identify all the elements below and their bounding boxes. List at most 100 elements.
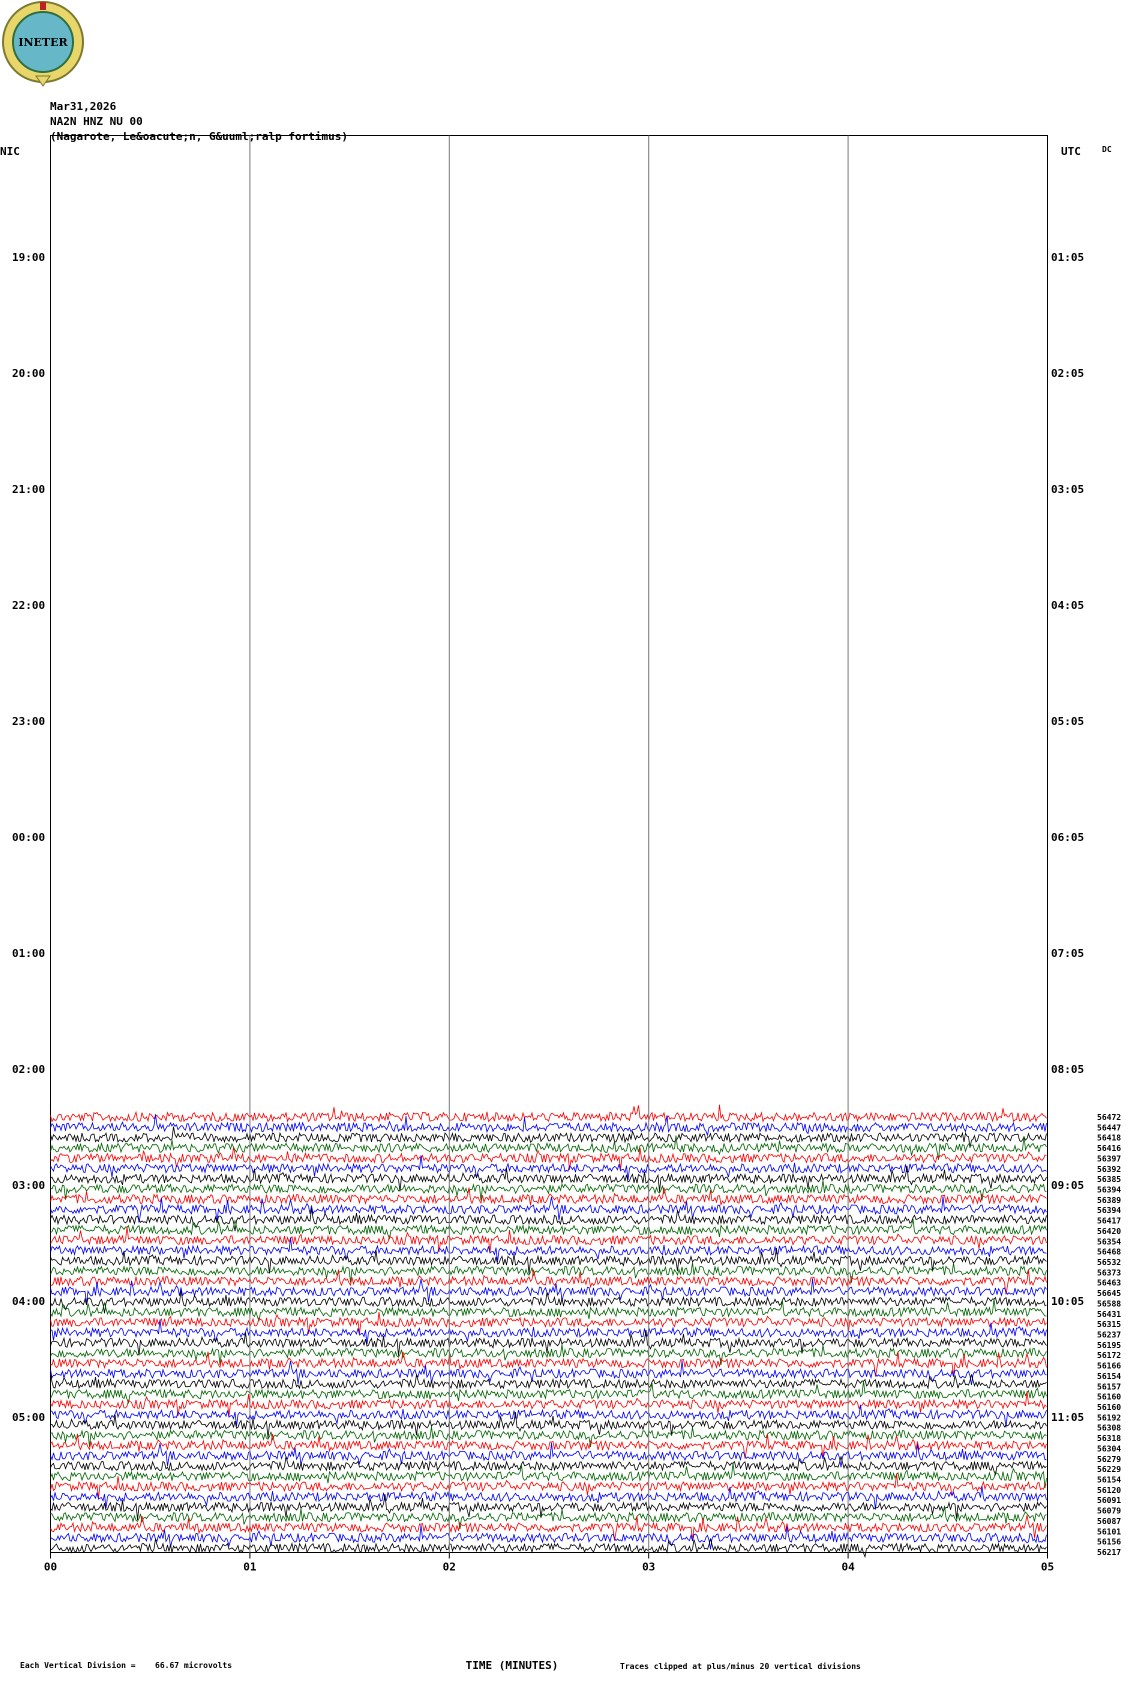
trace xyxy=(50,1237,1047,1263)
trace-label: 56160 xyxy=(1097,1393,1121,1402)
right-time: 01:05 xyxy=(1051,251,1084,264)
trace xyxy=(50,1538,1047,1559)
x-tick-label: 00 xyxy=(44,1561,57,1574)
trace xyxy=(50,1404,1047,1428)
date: Mar31,2026 xyxy=(50,100,117,113)
trace-label: 56420 xyxy=(1097,1227,1121,1236)
trace xyxy=(50,1505,1047,1530)
trace xyxy=(50,1187,1047,1207)
trace xyxy=(50,1155,1047,1181)
trace-label: 56157 xyxy=(1097,1382,1121,1391)
plot-frame xyxy=(50,135,1048,1553)
trace xyxy=(50,1196,1047,1223)
left-time: 03:00 xyxy=(12,1179,45,1192)
trace xyxy=(50,1114,1047,1137)
trace xyxy=(50,1426,1047,1447)
trace-label: 56166 xyxy=(1097,1362,1121,1371)
trace-label: 56397 xyxy=(1097,1154,1121,1163)
left-time: 00:00 xyxy=(12,831,45,844)
trace xyxy=(50,1147,1047,1170)
trace-label: 56160 xyxy=(1097,1403,1121,1412)
x-tick-label: 04 xyxy=(841,1561,855,1574)
trace xyxy=(50,1319,1047,1345)
right-time: 10:05 xyxy=(1051,1295,1084,1308)
trace xyxy=(50,1456,1047,1476)
left-time: 22:00 xyxy=(12,599,45,612)
trace-label: 56447 xyxy=(1097,1123,1121,1132)
x-tick-label: 01 xyxy=(243,1561,257,1574)
trace xyxy=(50,1372,1047,1390)
trace-label: 56431 xyxy=(1097,1310,1121,1319)
trace-label: 56079 xyxy=(1097,1507,1121,1516)
trace xyxy=(50,1278,1047,1305)
right-time: 07:05 xyxy=(1051,947,1084,960)
station: NA2N HNZ NU 00 xyxy=(50,115,143,128)
trace-label: 56394 xyxy=(1097,1206,1121,1215)
right-time: 02:05 xyxy=(1051,367,1084,380)
trace xyxy=(50,1126,1047,1148)
trace-label: 56532 xyxy=(1097,1258,1121,1267)
trace-label: 56394 xyxy=(1097,1186,1121,1195)
trace-label: 56120 xyxy=(1097,1486,1121,1495)
footer-clip: Traces clipped at plus/minus 20 vertical… xyxy=(620,1661,861,1671)
left-time: 05:00 xyxy=(12,1411,45,1424)
trace xyxy=(50,1433,1047,1459)
trace xyxy=(50,1515,1047,1541)
right-time: 11:05 xyxy=(1051,1411,1084,1424)
trace-label: 56172 xyxy=(1097,1351,1121,1360)
traces xyxy=(50,1104,1047,1559)
trace-label: 56087 xyxy=(1097,1517,1121,1526)
trace xyxy=(50,1135,1047,1160)
trace xyxy=(50,1351,1047,1377)
trace-label: 56101 xyxy=(1097,1527,1121,1536)
trace-label: 56229 xyxy=(1097,1465,1121,1474)
trace xyxy=(50,1208,1047,1232)
right-time: 06:05 xyxy=(1051,831,1084,844)
trace xyxy=(50,1380,1047,1405)
right-zone: UTC xyxy=(1061,145,1081,158)
trace xyxy=(50,1269,1047,1295)
left-time: 02:00 xyxy=(12,1063,45,1076)
trace-label: 56392 xyxy=(1097,1165,1121,1174)
x-tick-label: 02 xyxy=(443,1561,456,1574)
trace-label: 56156 xyxy=(1097,1538,1121,1547)
trace xyxy=(50,1462,1047,1489)
trace-label: 56416 xyxy=(1097,1144,1121,1153)
trace-label: 56154 xyxy=(1097,1372,1121,1381)
left-time: 23:00 xyxy=(12,715,45,728)
trace-label: 56237 xyxy=(1097,1331,1121,1340)
trace xyxy=(50,1494,1047,1521)
trace xyxy=(50,1226,1047,1253)
dc: DC xyxy=(1102,145,1112,154)
trace xyxy=(50,1290,1047,1314)
trace-label: 56279 xyxy=(1097,1455,1121,1464)
right-time: 08:05 xyxy=(1051,1063,1084,1076)
footer-division: Each Vertical Division = xyxy=(20,1660,136,1670)
trace xyxy=(50,1218,1047,1241)
trace xyxy=(50,1442,1047,1468)
trace xyxy=(50,1412,1047,1438)
trace xyxy=(50,1391,1047,1417)
trace-label: 56385 xyxy=(1097,1175,1121,1184)
x-label: TIME (MINUTES) xyxy=(466,1659,559,1672)
right-time: 05:05 xyxy=(1051,715,1084,728)
left-time: 01:00 xyxy=(12,947,45,960)
trace-label: 56304 xyxy=(1097,1444,1121,1453)
trace-label: 56468 xyxy=(1097,1248,1121,1257)
trace xyxy=(50,1344,1047,1365)
trace-label: 56463 xyxy=(1097,1279,1121,1288)
left-time: 20:00 xyxy=(12,367,45,380)
trace xyxy=(50,1360,1047,1386)
trace-label: 56645 xyxy=(1097,1289,1121,1298)
trace xyxy=(50,1180,1047,1201)
trace xyxy=(50,1524,1047,1550)
trace-label: 56354 xyxy=(1097,1237,1121,1246)
trace-label: 56472 xyxy=(1097,1113,1121,1122)
right-time: 04:05 xyxy=(1051,599,1084,612)
trace xyxy=(50,1486,1047,1510)
trace-label: 56154 xyxy=(1097,1476,1121,1485)
trace-label: 56418 xyxy=(1097,1134,1121,1143)
left-time: 19:00 xyxy=(12,251,45,264)
trace-label: 56417 xyxy=(1097,1217,1121,1226)
